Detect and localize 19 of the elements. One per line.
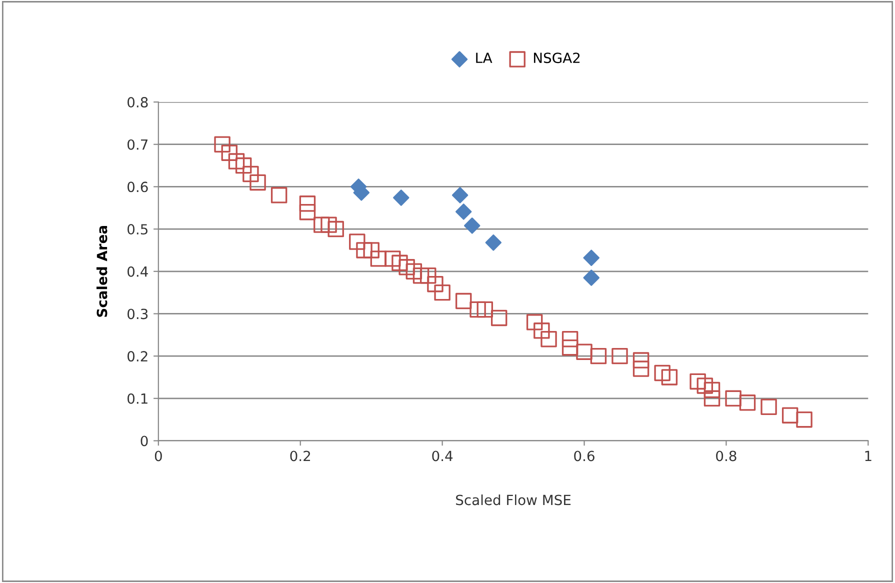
x-tick-label: 1 — [865, 450, 872, 462]
x-tick-label: 0.2 — [290, 450, 310, 462]
x-tick-label: 0.4 — [432, 450, 453, 462]
legend-label: LA — [476, 52, 492, 63]
y-tick-label: 0.5 — [128, 224, 148, 235]
x-tick-label: 0.6 — [574, 450, 594, 462]
y-tick-label: 0.4 — [128, 266, 148, 277]
x-tick-label: 0.8 — [716, 450, 736, 462]
y-tick-label: 0 — [140, 436, 148, 446]
y-tick-label: 0.8 — [128, 96, 148, 108]
y-tick-label: 0.2 — [128, 351, 148, 362]
y-tick-label: 0.3 — [128, 308, 148, 320]
x-axis-title: Scaled Flow MSE — [456, 494, 571, 506]
y-tick-label: 0.6 — [128, 182, 148, 192]
y-tick-label: 0.7 — [128, 139, 148, 150]
y-axis-title: Scaled Area — [96, 226, 108, 317]
y-tick-label: 0.1 — [128, 393, 148, 404]
legend-label: NSGA2 — [534, 52, 580, 64]
x-tick-label: 0 — [154, 450, 162, 462]
